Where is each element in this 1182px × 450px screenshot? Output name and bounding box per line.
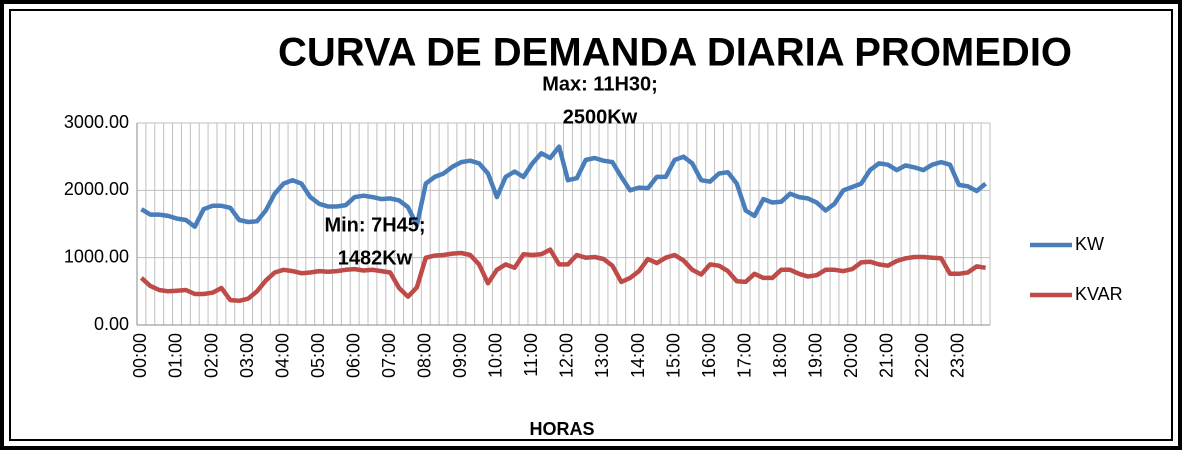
legend-label: KW — [1075, 234, 1104, 254]
x-tick-label: 23:00 — [948, 333, 968, 378]
series-line — [139, 247, 986, 304]
x-tick-label: 10:00 — [486, 333, 506, 378]
x-tick-label: 00:00 — [130, 333, 150, 378]
x-tick-label: 05:00 — [308, 333, 328, 378]
x-tick-label: 07:00 — [379, 333, 399, 378]
y-tick-label: 1000.00 — [64, 246, 129, 266]
annotation: Max: 11H30; — [542, 73, 658, 95]
x-tick-label: 09:00 — [450, 333, 470, 378]
x-tick-label: 04:00 — [272, 333, 292, 378]
y-tick-label: 3000.00 — [64, 112, 129, 132]
x-axis-title: HORAS — [529, 419, 594, 439]
x-tick-label: 13:00 — [592, 333, 612, 378]
x-tick-label: 16:00 — [699, 333, 719, 378]
annotation: Min: 7H45; — [324, 214, 425, 236]
x-tick-label: 19:00 — [805, 333, 825, 378]
x-tick-label: 11:00 — [521, 333, 541, 377]
x-tick-label: 03:00 — [237, 333, 257, 378]
annotation: 1482Kw — [338, 247, 413, 269]
x-tick-label: 21:00 — [877, 333, 897, 378]
x-tick-label: 08:00 — [415, 333, 435, 378]
legend-label: KVAR — [1075, 284, 1123, 304]
x-tick-label: 18:00 — [770, 333, 790, 378]
x-tick-label: 01:00 — [166, 333, 186, 378]
x-tick-label: 15:00 — [663, 333, 683, 378]
x-tick-label: 06:00 — [343, 333, 363, 378]
inner-frame — [9, 9, 1173, 441]
annotation: 2500Kw — [563, 106, 638, 128]
x-tick-label: 20:00 — [841, 333, 861, 378]
x-tick-label: 17:00 — [734, 333, 754, 378]
y-tick-label: 0.00 — [94, 314, 129, 334]
y-tick-label: 2000.00 — [64, 179, 129, 199]
x-tick-label: 12:00 — [557, 333, 577, 378]
x-tick-label: 14:00 — [628, 333, 648, 378]
x-tick-label: 02:00 — [201, 333, 221, 378]
series-line — [140, 144, 988, 229]
chart-title: CURVA DE DEMANDA DIARIA PROMEDIO — [278, 31, 1072, 75]
x-tick-label: 22:00 — [912, 333, 932, 378]
